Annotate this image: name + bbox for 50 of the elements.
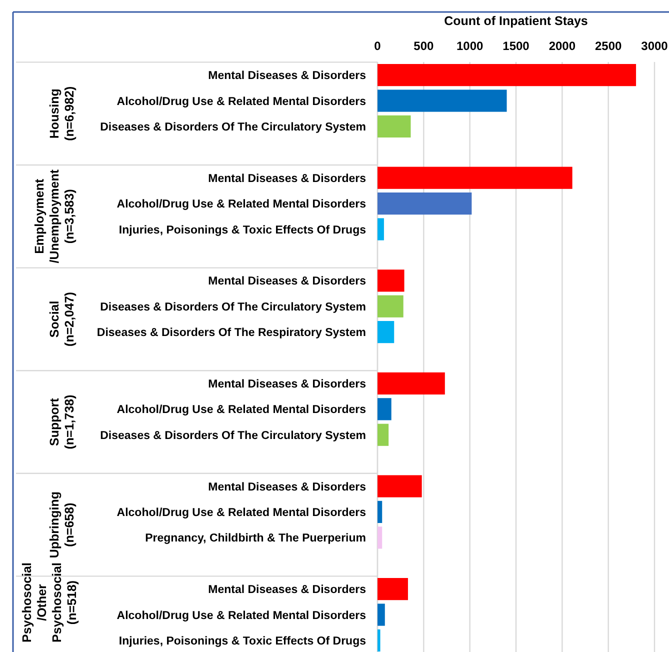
y-tick-label: Diseases & Disorders Of The Circulatory System: [100, 301, 366, 314]
y-tick-label: Mental Diseases & Disorders: [208, 584, 366, 596]
y-tick-label: Mental Diseases & Disorders: [208, 378, 366, 390]
x-tick-label: 0: [374, 39, 382, 53]
bar: [378, 90, 507, 112]
y-tick-label: Alcohol/Drug Use & Related Mental Disorders: [116, 198, 366, 211]
y-tick-label: Alcohol/Drug Use & Related Mental Disorders: [116, 506, 366, 519]
bar: [378, 115, 411, 138]
y-tick-label: Alcohol/Drug Use & Related Mental Disorders: [116, 404, 366, 416]
text: Employment /Unemployment (n=3,583): [32, 168, 76, 264]
bar: [378, 500, 382, 523]
bar: [378, 629, 380, 652]
y-tick-label: Alcohol/Drug Use & Related Mental Disorders: [116, 610, 366, 622]
y-tick-label: Diseases & Disorders Of The Respiratory System: [96, 327, 366, 340]
bar: [378, 321, 394, 344]
x-tick-label: 1000: [456, 39, 484, 53]
x-tick-label: 500: [414, 39, 434, 53]
y-tick-label: Diseases & Disorders Of The Circulatory System: [100, 121, 366, 134]
x-tick-label: 1500: [502, 39, 530, 53]
bar: [378, 424, 389, 446]
y-tick-label: Mental Diseases & Disorders: [208, 70, 366, 82]
y-tick-label: Alcohol/Drug Use & Related Mental Disorders: [116, 96, 366, 108]
bar: [378, 578, 408, 600]
text: Housing (n=6,982): [48, 86, 76, 141]
bar: [378, 218, 384, 240]
y-tick-label: Mental Diseases & Disorders: [208, 172, 366, 185]
y-tick-label: Mental Diseases & Disorders: [208, 276, 366, 288]
y-tick-label: Pregnancy, Childbirth & The Puerperium: [145, 532, 366, 545]
text: Support (n=1,738): [48, 394, 76, 450]
bar: [378, 295, 404, 318]
bar: [378, 270, 404, 292]
text: Social (n=2,047): [48, 292, 76, 346]
x-tick-label: 3000: [641, 39, 668, 53]
y-tick-label: Injuries, Poisonings & Toxic Effects Of Drugs: [118, 224, 366, 236]
bar: [378, 372, 445, 394]
text: Upbringing (n=658): [48, 491, 76, 558]
x-tick-label: 2000: [548, 39, 576, 53]
bar: [378, 166, 572, 189]
bar: [378, 475, 422, 498]
x-axis-title: Count of Inpatient Stays: [444, 14, 588, 28]
y-tick-label: Diseases & Disorders Of The Circulatory System: [100, 430, 366, 442]
bar: [378, 526, 382, 549]
bar: [378, 604, 385, 626]
bar: [378, 398, 392, 420]
bar: [378, 192, 472, 215]
bar: [378, 64, 636, 86]
y-tick-label: Mental Diseases & Disorders: [208, 481, 366, 494]
text: Psychosocial /Other Psychosocial (n=518): [20, 562, 79, 642]
y-tick-label: Injuries, Poisonings & Toxic Effects Of Drugs: [118, 635, 366, 648]
x-tick-label: 2500: [594, 39, 622, 53]
